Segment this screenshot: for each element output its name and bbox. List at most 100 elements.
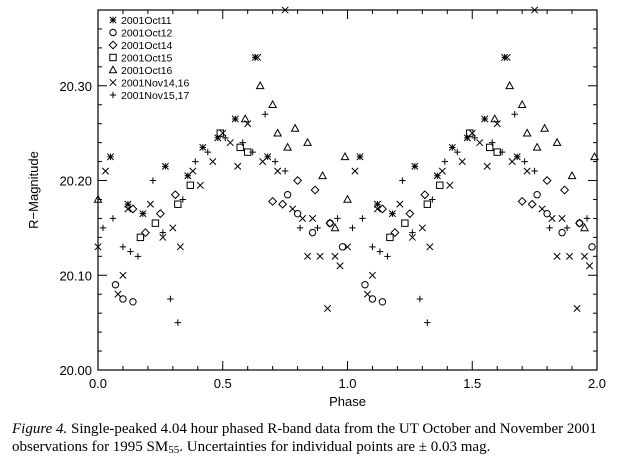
data-point (438, 167, 446, 175)
legend-marker (109, 16, 117, 24)
data-point (244, 120, 252, 128)
data-point (517, 99, 527, 109)
data-point (405, 209, 415, 219)
data-point (378, 298, 387, 306)
data-point (532, 142, 542, 151)
data-point (423, 200, 432, 208)
data-point (538, 205, 546, 213)
data-point (189, 167, 197, 175)
data-point (231, 115, 239, 123)
data-point (281, 6, 289, 14)
y-tick-label: 20.10 (59, 268, 92, 283)
data-point (369, 243, 376, 251)
data-point (585, 262, 594, 270)
data-point (416, 295, 424, 303)
figure-caption: Figure 4. Single-peaked 4.04 hour phased… (12, 420, 632, 459)
data-point (558, 228, 566, 237)
data-point (289, 205, 297, 213)
legend-marker (109, 91, 117, 99)
data-point (119, 271, 127, 279)
data-point (309, 214, 317, 222)
data-point (356, 153, 364, 161)
data-point (483, 162, 491, 170)
data-point (498, 148, 506, 156)
caption-text: Single-peaked 4.04 hour phased R-band da… (12, 421, 597, 455)
data-point (433, 172, 441, 180)
data-point (214, 134, 222, 142)
data-point (149, 177, 157, 184)
data-point (396, 200, 404, 208)
x-tick-label: 2.0 (588, 376, 606, 391)
data-point (161, 162, 169, 170)
data-point (446, 181, 454, 189)
data-point (293, 176, 303, 186)
data-point (124, 205, 132, 213)
x-tick-label: 0.5 (214, 376, 232, 391)
data-point (441, 158, 449, 165)
data-point (542, 176, 552, 186)
data-point (513, 153, 521, 161)
data-point (481, 115, 489, 123)
legend-marker (108, 65, 118, 74)
data-point (401, 219, 409, 227)
data-point (174, 319, 182, 326)
data-point (94, 243, 102, 251)
data-point (567, 170, 577, 180)
plot-frame (97, 9, 598, 371)
data-point (376, 248, 384, 255)
legend-marker (109, 78, 117, 87)
data-point (119, 243, 127, 251)
data-point (106, 153, 115, 161)
data-point (278, 199, 288, 209)
data-point (558, 214, 566, 222)
data-point (418, 224, 426, 232)
legend-marker (109, 28, 117, 37)
data-point (303, 137, 313, 146)
data-point (222, 134, 229, 142)
data-point (458, 158, 466, 166)
caption-text-end: . Uncertainties for individual points ar… (179, 439, 491, 455)
data-point (109, 215, 117, 222)
data-point (454, 148, 461, 156)
data-point (531, 6, 539, 14)
data-point (501, 53, 509, 61)
data-point (527, 199, 537, 209)
data-point (566, 252, 574, 260)
x-tick-label: 1.0 (338, 376, 356, 391)
data-point (351, 167, 359, 175)
data-point (583, 215, 591, 222)
legend-label: 2001Oct12 (121, 28, 173, 40)
data-point (101, 167, 110, 175)
data-point (159, 229, 167, 236)
data-point (334, 215, 341, 222)
data-point (151, 219, 160, 227)
data-point (114, 290, 122, 298)
y-tick-label: 20.20 (59, 174, 92, 189)
data-point (299, 214, 307, 222)
data-point (304, 252, 312, 260)
data-point (411, 162, 419, 170)
data-point (179, 196, 187, 203)
data-point (174, 200, 182, 208)
data-point (234, 162, 242, 170)
data-point (543, 209, 551, 218)
data-point (476, 139, 484, 147)
data-point (204, 148, 211, 156)
data-point (261, 111, 269, 118)
data-point (170, 190, 180, 200)
data-point (384, 253, 391, 260)
data-point (325, 218, 335, 228)
data-point (128, 204, 138, 214)
data-point (560, 185, 570, 195)
data-point (580, 223, 589, 232)
data-point (134, 253, 142, 260)
data-point (590, 151, 599, 161)
data-point (521, 158, 528, 165)
data-point (588, 243, 596, 251)
data-point (199, 143, 207, 151)
data-point (503, 53, 511, 61)
y-tick-label: 20.30 (59, 79, 92, 94)
data-point (318, 170, 327, 180)
data-point (196, 181, 204, 189)
data-point (359, 215, 366, 222)
